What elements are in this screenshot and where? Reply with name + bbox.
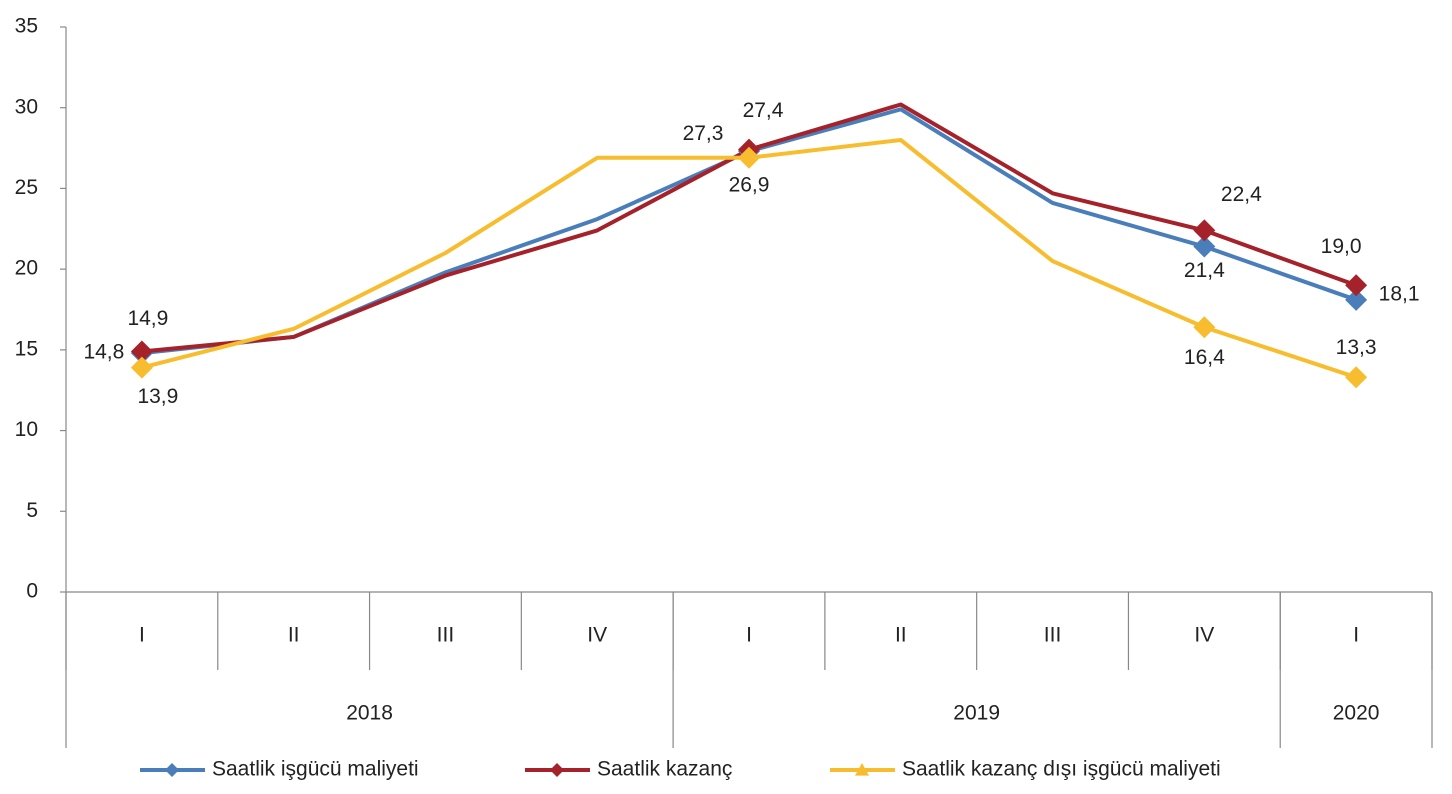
data-label: 19,0 — [1321, 235, 1362, 258]
y-tick-label: 15 — [15, 337, 38, 360]
y-tick-label: 20 — [15, 257, 38, 280]
x-tick-label: IV — [1194, 624, 1214, 647]
x-tick-label: I — [139, 624, 145, 647]
group-label: 2019 — [953, 702, 1000, 725]
data-label: 16,4 — [1184, 346, 1225, 369]
group-label: 2018 — [346, 702, 393, 725]
data-label: 22,4 — [1221, 183, 1262, 206]
data-label: 18,1 — [1379, 282, 1420, 305]
legend-marker — [165, 763, 179, 777]
legend-marker — [550, 763, 564, 777]
x-tick-label: I — [1353, 624, 1359, 647]
x-tick-label: III — [437, 624, 455, 647]
data-label: 14,8 — [83, 341, 124, 364]
legend-label: Saatlik kazanç — [597, 758, 732, 781]
y-tick-label: 35 — [15, 15, 38, 38]
data-label: 13,3 — [1336, 336, 1377, 359]
y-tick-label: 10 — [15, 418, 38, 441]
data-point — [130, 340, 153, 363]
y-tick-label: 30 — [15, 95, 38, 118]
data-point — [1345, 288, 1368, 311]
data-point — [738, 146, 760, 169]
data-point — [1345, 274, 1368, 297]
y-tick-label: 0 — [26, 580, 38, 603]
data-point — [1193, 219, 1216, 242]
legend-label: Saatlik işgücü maliyeti — [212, 758, 419, 781]
data-point — [1193, 235, 1216, 258]
data-label: 26,9 — [729, 173, 770, 196]
data-point — [1345, 366, 1368, 389]
group-label: 2020 — [1333, 702, 1380, 725]
x-tick-label: IV — [587, 624, 607, 647]
data-label: 27,3 — [683, 122, 724, 145]
data-label: 21,4 — [1184, 259, 1225, 282]
data-label: 13,9 — [137, 385, 178, 408]
y-tick-label: 25 — [15, 176, 38, 199]
x-tick-label: II — [288, 624, 300, 647]
data-label: 14,9 — [127, 307, 168, 330]
data-point — [1193, 316, 1216, 339]
y-tick-label: 5 — [26, 499, 38, 522]
legend-marker — [855, 763, 869, 776]
x-tick-label: III — [1044, 624, 1062, 647]
x-tick-label: II — [895, 624, 907, 647]
legend-label: Saatlik kazanç dışı işgücü maliyeti — [902, 758, 1221, 781]
data-point — [130, 356, 153, 379]
data-label: 27,4 — [743, 99, 784, 122]
x-tick-label: I — [746, 624, 752, 647]
